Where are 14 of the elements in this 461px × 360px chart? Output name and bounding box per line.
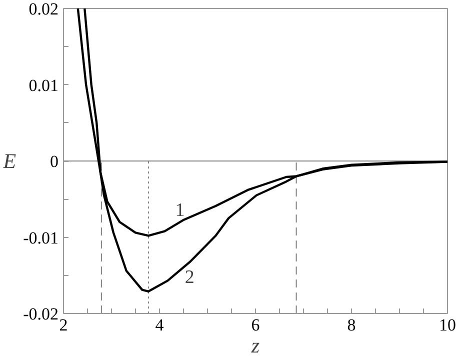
annotation: 1	[175, 200, 185, 222]
y-tick-label: -0.02	[23, 304, 59, 324]
x-tick-label: 8	[347, 316, 356, 334]
x-tick-label: 6	[251, 316, 260, 334]
y-axis-title: E	[2, 149, 16, 173]
annotation: 2	[184, 267, 194, 288]
x-tick-label: 4	[155, 316, 164, 334]
x-tick-label: 10	[439, 316, 456, 334]
x-axis-title: z	[250, 334, 260, 358]
y-tick-label: 0.02	[28, 0, 58, 18]
y-tick-label: 0.01	[28, 76, 58, 95]
y-tick-label: -0.01	[23, 228, 59, 248]
y-tick-label: 0	[50, 152, 58, 171]
x-tick-label: 2	[59, 316, 68, 334]
